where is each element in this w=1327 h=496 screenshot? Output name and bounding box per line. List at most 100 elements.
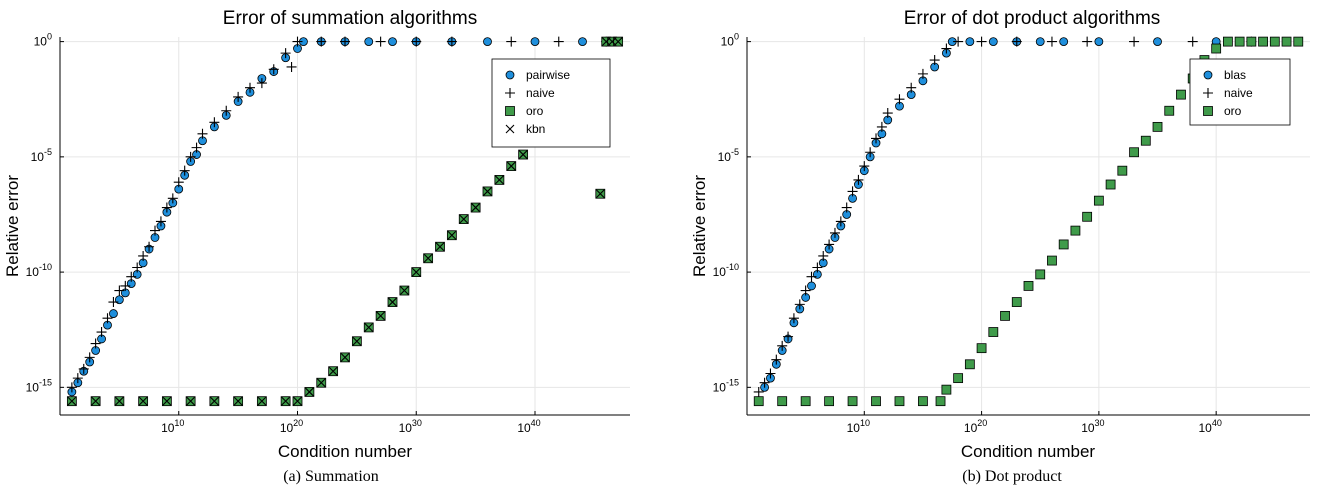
caption-summation: (a) Summation: [283, 468, 379, 485]
legend: pairwise naive oro kbn: [491, 58, 611, 148]
point-kbn: [506, 161, 516, 171]
point-naive: [800, 285, 811, 296]
point-kbn: [316, 378, 326, 388]
y-tick-label: 10-15: [713, 377, 739, 394]
point-naive: [847, 186, 858, 197]
point-naive: [806, 271, 817, 282]
point-oro: [1234, 36, 1245, 47]
x-tick-label: 1040: [1198, 418, 1221, 435]
point-kbn: [459, 214, 469, 224]
point-naive: [150, 225, 160, 236]
point-naive: [138, 250, 149, 261]
point-naive: [126, 271, 137, 282]
point-naive: [759, 377, 770, 388]
y-tick-exponent: -5: [44, 147, 52, 157]
point-kbn: [352, 336, 362, 346]
point-naive: [179, 165, 190, 176]
point-kbn: [328, 366, 338, 376]
point-oro: [1258, 36, 1268, 47]
point-naive: [102, 313, 113, 324]
y-tick-label: 100: [721, 32, 739, 49]
y-axis-label: Relative error: [3, 175, 22, 277]
point-pairwise: [578, 37, 587, 47]
point-kbn: [209, 396, 219, 406]
point-pairwise: [483, 37, 492, 47]
point-blas: [988, 37, 998, 47]
point-kbn: [518, 150, 528, 159]
point-naive: [375, 36, 386, 47]
y-tick-label: 100: [34, 32, 52, 49]
y-tick-exponent: -10: [39, 262, 52, 272]
legend-label-pairwise: pairwise: [526, 68, 570, 82]
x-axis-label: Condition number: [278, 442, 413, 461]
point-oro: [1082, 211, 1093, 222]
point-oro: [894, 396, 905, 407]
point-naive: [794, 299, 805, 310]
point-oro: [1164, 105, 1175, 116]
x-tick-exponent: 40: [531, 418, 541, 428]
point-oro: [976, 343, 987, 354]
point-oro: [1093, 195, 1104, 206]
y-tick-exponent: -5: [731, 147, 739, 157]
y-axis-label: Relative error: [690, 175, 709, 277]
point-oro: [1011, 297, 1022, 307]
point-oro: [824, 396, 835, 407]
point-naive: [221, 105, 232, 116]
point-kbn: [388, 297, 397, 307]
point-naive: [1082, 36, 1093, 47]
point-naive: [72, 373, 83, 384]
point-kbn: [447, 230, 457, 240]
legend-label-oro: oro: [1224, 104, 1242, 118]
point-blas: [1153, 37, 1162, 47]
point-kbn: [471, 203, 481, 212]
point-naive: [853, 174, 864, 185]
point-kbn: [304, 387, 314, 397]
point-naive: [929, 55, 940, 66]
point-naive: [753, 386, 764, 397]
point-pairwise: [388, 37, 397, 47]
point-kbn: [376, 311, 386, 321]
point-naive: [871, 133, 882, 144]
point-oro: [753, 396, 764, 407]
legend-label-naive: naive: [1224, 86, 1253, 100]
point-naive: [132, 262, 143, 273]
point-naive: [788, 313, 799, 324]
x-tick-exponent: 40: [1212, 418, 1222, 428]
point-naive: [233, 91, 244, 102]
point-kbn: [233, 396, 243, 406]
point-naive: [78, 363, 89, 374]
point-naive: [245, 82, 255, 93]
point-naive: [1046, 36, 1057, 47]
point-kbn: [293, 396, 302, 406]
y-tick-exponent: 0: [47, 32, 52, 42]
point-naive: [185, 151, 196, 162]
point-kbn: [257, 396, 267, 406]
point-naive: [953, 36, 964, 47]
legend-label-blas: blas: [1224, 68, 1246, 82]
point-oro: [941, 384, 952, 395]
point-naive: [812, 262, 823, 273]
point-naive: [173, 177, 184, 188]
point-oro: [1176, 89, 1186, 100]
point-naive: [553, 36, 564, 47]
point-naive: [506, 36, 517, 47]
point-kbn: [67, 396, 77, 406]
point-naive: [882, 108, 893, 119]
point-naive: [865, 147, 876, 158]
point-oro: [1023, 281, 1034, 291]
y-tick-exponent: -15: [726, 377, 739, 387]
point-naive: [783, 331, 794, 342]
point-naive: [835, 216, 846, 227]
y-tick-label: 10-5: [718, 147, 739, 164]
point-oro: [1000, 310, 1010, 321]
point-naive: [818, 250, 829, 261]
point-naive: [268, 64, 279, 75]
point-blas: [807, 281, 816, 291]
point-naive: [446, 36, 457, 47]
point-oro: [1140, 135, 1151, 146]
point-kbn: [494, 175, 504, 185]
x-tick-exponent: 20: [293, 418, 303, 428]
